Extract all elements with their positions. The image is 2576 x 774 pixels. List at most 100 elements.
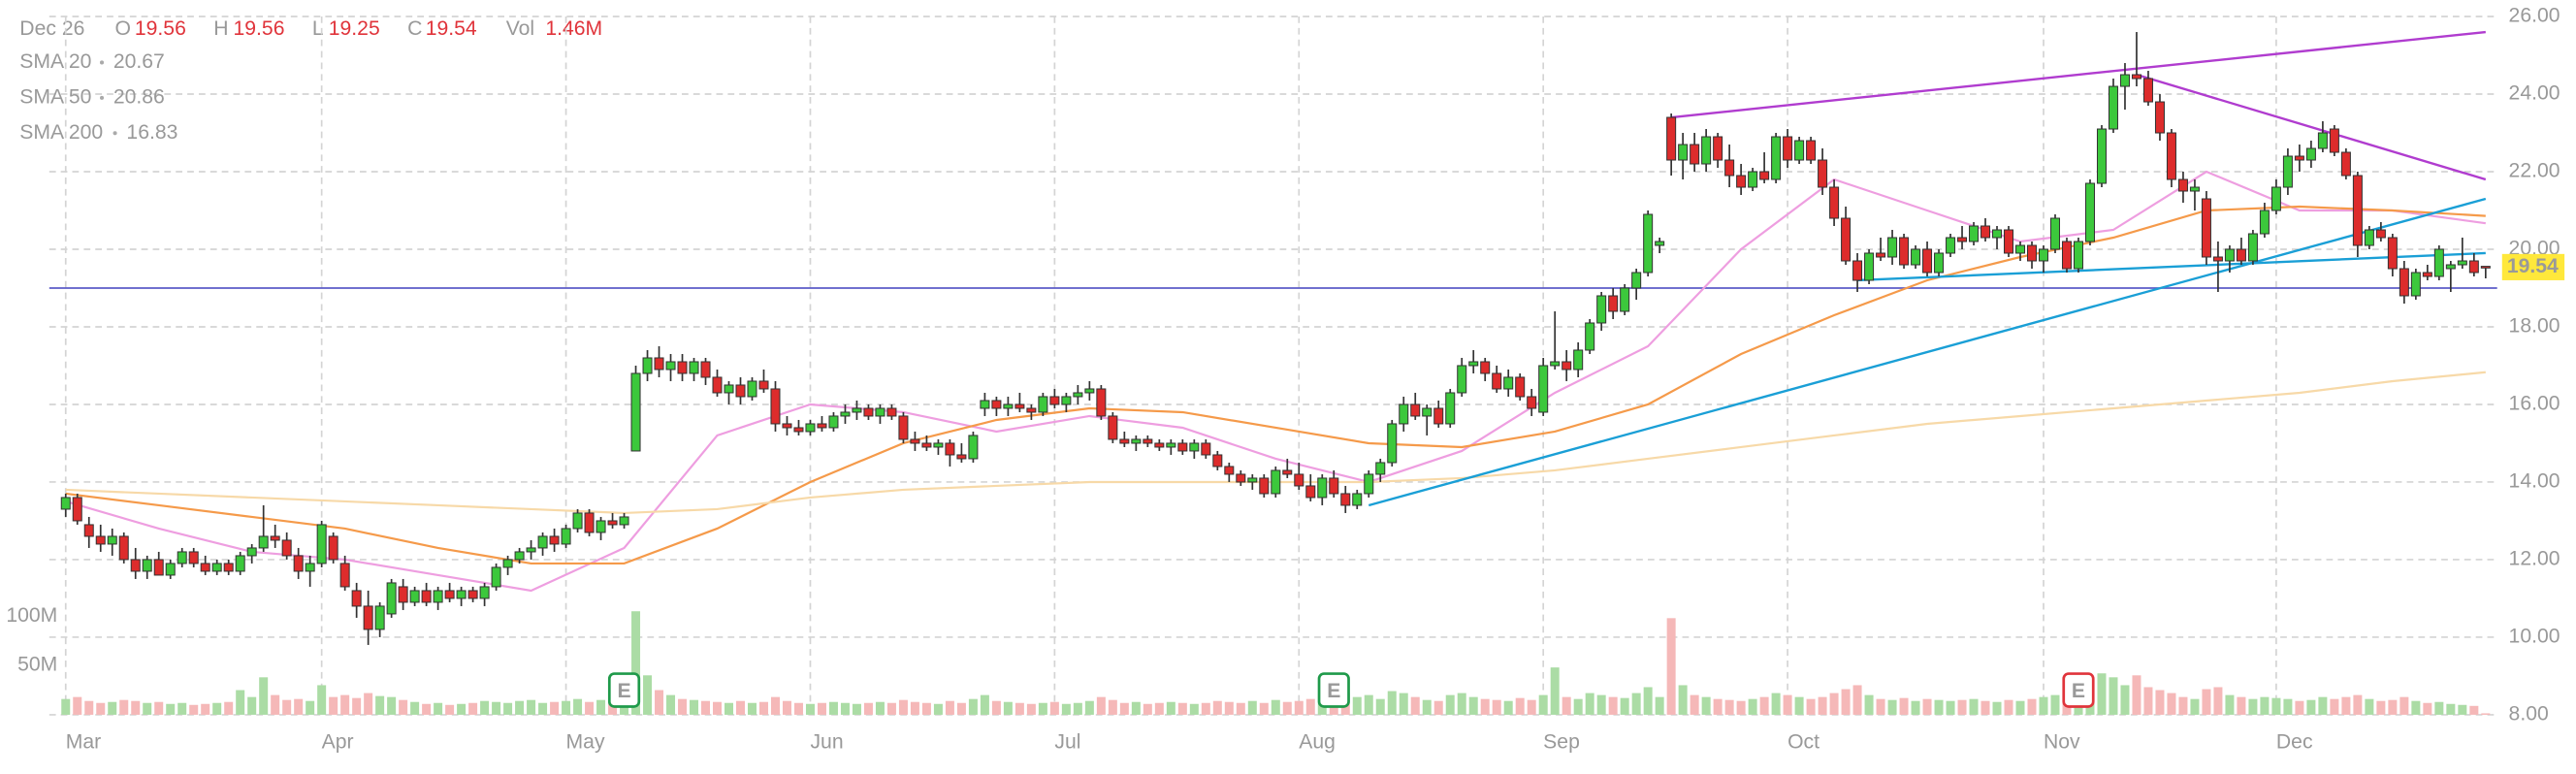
event-badge xyxy=(1317,672,1350,708)
candle-body xyxy=(1119,438,1130,444)
volume-bar xyxy=(340,694,350,715)
candle-body xyxy=(258,535,269,549)
candle-body xyxy=(2177,178,2188,192)
volume-bar xyxy=(2399,696,2409,715)
candle-body xyxy=(95,535,106,545)
volume-bar xyxy=(154,701,164,715)
candle-body xyxy=(1655,241,1665,246)
candle-body xyxy=(1852,260,1863,281)
candle-body xyxy=(863,407,874,417)
volume-bar xyxy=(1527,699,1536,715)
volume-bar xyxy=(1271,699,1280,715)
candle-body xyxy=(1620,287,1630,312)
candle-body xyxy=(1631,272,1642,289)
x-tick-label: Dec xyxy=(2276,730,2313,753)
volume-bar xyxy=(2225,694,2235,715)
candle-body xyxy=(1014,403,1025,409)
volume-bar xyxy=(643,675,653,715)
candle-body xyxy=(1876,252,1886,258)
volume-bar xyxy=(1620,697,1629,715)
volume-bar xyxy=(1922,698,1932,715)
header-date: Dec 26 xyxy=(19,17,84,40)
header-high: 19.56 xyxy=(234,17,285,40)
volume-bar xyxy=(375,695,385,715)
candle-body xyxy=(2364,229,2374,246)
candle-body xyxy=(852,407,862,413)
candle-body xyxy=(1108,415,1118,440)
candle-body xyxy=(1724,159,1735,177)
candle-body xyxy=(1294,473,1304,487)
volume-bar xyxy=(282,699,292,715)
volume-bar xyxy=(177,702,187,715)
sma-line xyxy=(65,205,2486,565)
event-badge xyxy=(607,672,641,708)
candle-body xyxy=(886,407,897,417)
candle-body xyxy=(72,497,82,522)
volume-bar xyxy=(1049,701,1059,715)
volume-bar xyxy=(2341,696,2351,715)
volume-bar xyxy=(1305,698,1315,715)
volume-bar xyxy=(434,702,443,715)
legend-dot xyxy=(113,131,117,136)
candle-body xyxy=(2201,198,2211,258)
y-tick-label: 26.00 xyxy=(2509,5,2560,27)
candle-body xyxy=(2259,210,2270,235)
volume-bar xyxy=(1166,701,1175,715)
candle-body xyxy=(1643,213,1654,274)
volume-bar xyxy=(2237,696,2246,715)
volume-bar xyxy=(2109,677,2118,715)
candle-body xyxy=(491,566,501,588)
volume-bar xyxy=(1655,696,1664,715)
header-high-label: H xyxy=(213,17,228,40)
candle-body xyxy=(700,361,711,378)
candle-body xyxy=(828,415,839,429)
candle-body xyxy=(1073,392,1083,398)
header-low: 19.25 xyxy=(329,17,380,40)
candle-body xyxy=(246,547,257,557)
volume-bar xyxy=(678,698,688,715)
volume-bar xyxy=(863,702,873,715)
volume-bar xyxy=(736,700,745,715)
volume-bar xyxy=(329,696,338,715)
y2-tick-label: 50M xyxy=(17,654,57,676)
candle-body xyxy=(1468,361,1479,367)
header-close: 19.54 xyxy=(426,17,477,40)
volume-bar xyxy=(422,703,432,715)
candle-body xyxy=(1573,349,1584,371)
candle-body xyxy=(2166,132,2176,180)
candle-body xyxy=(1562,361,1572,371)
volume-bar xyxy=(1084,700,1094,715)
candle-body xyxy=(1980,225,1991,239)
candle-body xyxy=(305,563,315,572)
volume-bar xyxy=(2376,700,2386,715)
volume-bar xyxy=(817,702,826,715)
x-tick-label: Sep xyxy=(1543,730,1580,753)
candle-body xyxy=(1527,396,1537,409)
y-tick-label: 10.00 xyxy=(2509,626,2560,648)
volume-bar xyxy=(1818,696,1827,715)
volume-bar xyxy=(608,700,618,715)
candle-body xyxy=(479,586,490,599)
candle-body xyxy=(83,524,94,537)
candle-body xyxy=(1247,477,1258,483)
candle-body xyxy=(1340,493,1351,506)
volume-bar xyxy=(1794,696,1804,715)
candle-body xyxy=(689,361,699,374)
candle-body xyxy=(1189,442,1200,452)
candle-body xyxy=(1922,248,1933,274)
volume-bar xyxy=(84,700,94,715)
volume-bar xyxy=(2039,696,2048,715)
volume-bar xyxy=(236,690,245,715)
y-tick-label: 24.00 xyxy=(2509,82,2560,105)
volume-bar xyxy=(1864,694,1874,715)
volume-bar xyxy=(2481,713,2491,715)
candle-body xyxy=(235,555,245,572)
header-open-label: O xyxy=(115,17,131,40)
candle-body xyxy=(642,357,653,374)
candle-body xyxy=(793,427,804,433)
candle-body xyxy=(782,423,792,429)
candle-body xyxy=(2317,132,2328,149)
candle-body xyxy=(1887,237,1898,258)
volume-bar xyxy=(61,698,71,715)
